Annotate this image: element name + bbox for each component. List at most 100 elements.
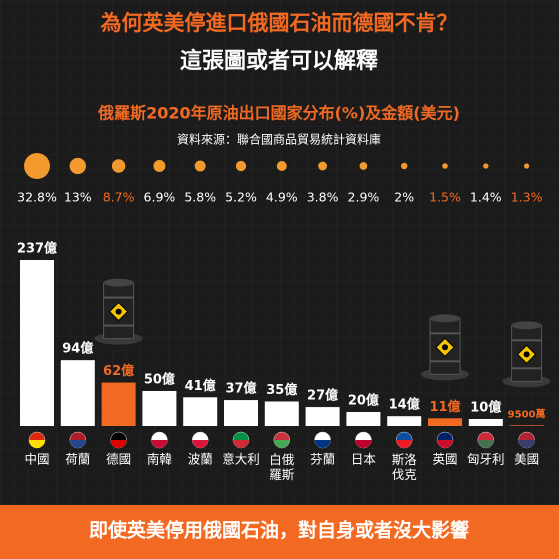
x-tick-label: 斯洛伐克: [392, 452, 418, 482]
hazard-dot: [442, 344, 448, 351]
barrel-top: [511, 321, 542, 330]
flag-part: [273, 440, 290, 448]
value-label: 50億: [144, 371, 175, 387]
value-label: 11億: [429, 399, 460, 415]
share-label: 5.2%: [225, 190, 257, 205]
share-label: 8.7%: [103, 190, 135, 205]
value-label: 9500萬: [508, 407, 546, 420]
x-tick-label: 英國: [432, 452, 457, 467]
bar: [428, 418, 462, 426]
share-bubble: [235, 160, 247, 172]
barrel-icon: [502, 321, 551, 388]
bar: [142, 390, 177, 426]
flag-part: [314, 440, 331, 448]
share-label: 5.8%: [184, 190, 216, 205]
share-bubble: [318, 161, 328, 171]
share-label: 6.9%: [144, 190, 176, 205]
bar: [264, 401, 299, 426]
title: 為何英美停進口俄國石油而德國不肯？: [101, 11, 458, 35]
flag-part: [518, 440, 535, 448]
share-label: 13%: [64, 190, 92, 205]
value-label: 27億: [307, 388, 338, 404]
share-bubble: [276, 160, 287, 172]
bar: [183, 397, 218, 426]
value-label: 10億: [470, 399, 501, 415]
x-tick-label: 匈牙利: [467, 452, 505, 467]
share-bubble: [483, 163, 489, 169]
barrel-top: [103, 278, 134, 287]
x-tick-label: 德國: [106, 452, 131, 467]
barrel-top: [430, 314, 460, 323]
flag-part: [69, 440, 86, 448]
x-tick-label: 意大利: [222, 452, 260, 467]
flag-part: [477, 440, 494, 448]
footer-band: [0, 505, 559, 559]
flag-part: [355, 440, 372, 448]
value-label: 14億: [389, 397, 420, 413]
x-tick-label: 芬蘭: [310, 452, 335, 467]
bar: [101, 382, 136, 426]
share-bubble: [194, 160, 206, 172]
barrel-hoop: [430, 332, 460, 335]
share-bubble: [69, 157, 86, 175]
barrel-hoop: [511, 367, 542, 370]
x-tick-label: 白俄羅斯: [269, 452, 295, 482]
share-label: 3.8%: [307, 190, 339, 205]
share-bubble: [400, 162, 408, 170]
bar: [346, 411, 381, 426]
bar: [305, 407, 340, 426]
x-tick-label: 中國: [24, 452, 49, 467]
value-label: 35億: [266, 382, 297, 398]
barrel-hoop: [103, 296, 134, 299]
source: 資料來源：聯合國商品貿易統計資料庫: [177, 132, 381, 147]
share-bubble: [111, 159, 126, 173]
share-label: 4.9%: [266, 190, 298, 205]
value-label: 37億: [225, 381, 256, 397]
bar: [509, 425, 544, 426]
bar: [468, 418, 503, 426]
share-label: 1.5%: [429, 190, 461, 205]
share-label: 2%: [394, 190, 414, 205]
hazard-dot: [523, 351, 530, 358]
hazard-dot: [115, 308, 122, 315]
barrel-icon: [94, 278, 143, 345]
share-bubble: [359, 162, 368, 170]
bar: [387, 416, 422, 426]
flag-part: [233, 440, 249, 448]
value-label: 237億: [17, 241, 57, 257]
share-label: 32.8%: [17, 190, 57, 205]
bar: [60, 360, 95, 426]
flag-part: [437, 440, 453, 448]
flag-part: [29, 440, 45, 448]
barrel-hoop: [103, 324, 134, 327]
share-bubble: [524, 163, 530, 169]
flag-part: [396, 440, 413, 448]
x-tick-label: 波蘭: [188, 452, 213, 467]
subtitle: 這張圖或者可以解釋: [180, 48, 378, 74]
share-label: 2.9%: [348, 190, 380, 205]
chart-title: 俄羅斯2020年原油出口國家分布(%)及金額(美元): [97, 104, 460, 123]
x-tick-label: 日本: [351, 452, 377, 467]
barrel-hoop: [511, 339, 542, 342]
flag-part: [151, 440, 168, 448]
flag-part: [110, 440, 127, 448]
barrel-hoop: [430, 360, 460, 363]
flag-part: [192, 440, 209, 448]
bar: [20, 260, 54, 426]
x-tick-label: 南韓: [147, 452, 172, 467]
value-label: 94億: [62, 341, 93, 357]
bar: [224, 400, 258, 426]
share-label: 1.4%: [470, 190, 502, 205]
value-label: 41億: [185, 378, 216, 394]
share-bubble: [442, 163, 448, 169]
share-label: 1.3%: [511, 190, 543, 205]
x-tick-label: 美國: [514, 452, 539, 467]
barrel-icon: [421, 314, 469, 381]
value-label: 62億: [103, 363, 134, 379]
footer: 即使英美停用俄國石油，對自身或者沒大影響: [89, 519, 469, 542]
value-label: 20億: [348, 392, 379, 408]
share-bubble: [24, 153, 50, 179]
